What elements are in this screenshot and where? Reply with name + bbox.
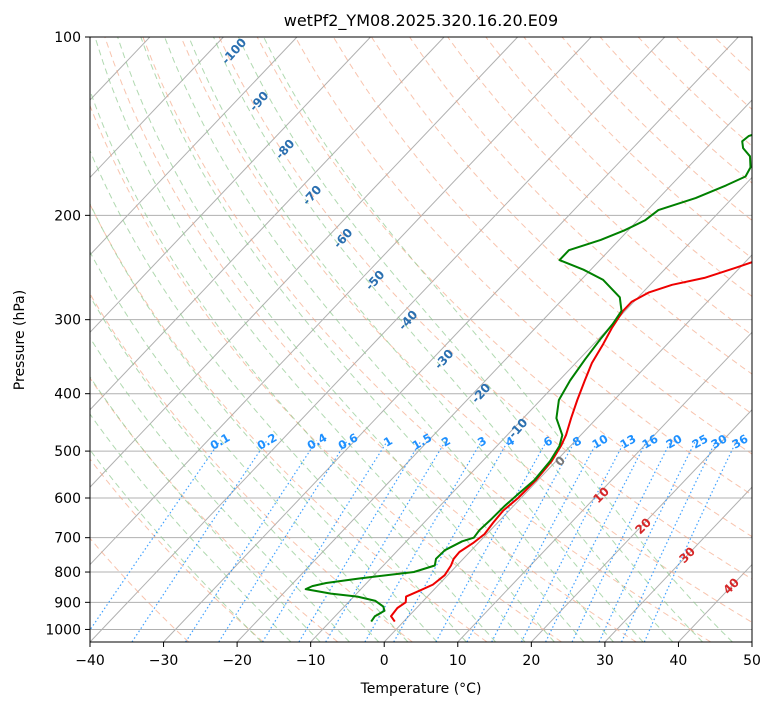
mixing-ratio-label: 20	[664, 431, 685, 451]
moist-adiabat-line	[117, 37, 555, 642]
moist-adiabat-line	[164, 37, 614, 642]
isotherm-line	[90, 37, 666, 642]
mixing-ratio-line	[131, 440, 268, 642]
mixing-ratio-label: 25	[690, 431, 711, 451]
dry-adiabat-line	[90, 458, 264, 642]
mixing-ratio-line	[466, 440, 576, 642]
moist-adiabat-line	[90, 202, 438, 642]
background-lines	[90, 37, 752, 642]
x-tick-label: 20	[522, 653, 540, 669]
moist-adiabat-line	[90, 413, 292, 642]
moist-adiabat-line	[188, 37, 644, 642]
isotherm-line	[383, 254, 752, 642]
moist-adiabat-line	[263, 37, 733, 642]
dry-adiabat-line	[485, 37, 752, 297]
isotherm-line	[90, 37, 298, 256]
x-tick-label: 50	[743, 653, 761, 669]
dry-adiabat-line	[90, 104, 562, 642]
y-tick-label: 800	[54, 565, 81, 581]
moist-adiabat-line	[90, 250, 409, 642]
y-tick-label: 100	[54, 30, 81, 46]
isotherm-line	[163, 37, 739, 642]
dry-adiabat-line	[447, 37, 752, 336]
moist-adiabat-line	[90, 336, 350, 642]
dewpoint-line	[304, 133, 752, 623]
y-tick-label: 1000	[45, 622, 81, 638]
mixing-ratio-line	[393, 440, 509, 642]
moist-adiabat-line	[213, 37, 674, 642]
isotherm-line	[530, 408, 752, 642]
mixing-ratio-line	[218, 440, 348, 642]
moist-adiabat-line	[94, 37, 526, 642]
dry-adiabat-line	[294, 37, 752, 496]
isotherm-line	[90, 37, 445, 411]
isotherm-line	[90, 37, 371, 334]
x-tick-label: 0	[380, 653, 389, 669]
dry-adiabat-line	[409, 37, 752, 375]
plot-frame	[89, 36, 753, 643]
x-axis-label: Temperature (°C)	[360, 681, 482, 697]
isotherm-line	[90, 37, 592, 566]
y-tick-label: 200	[54, 208, 81, 224]
mixing-ratio-line	[571, 440, 672, 642]
dry-adiabat-line	[104, 37, 637, 642]
mixing-ratio-label: 30	[709, 431, 730, 451]
moist-adiabat-line	[90, 375, 321, 642]
mixing-ratio-line	[545, 440, 648, 642]
moist-adiabat-line	[90, 449, 262, 642]
mixing-ratio-line	[261, 440, 389, 642]
mixing-ratio-line	[643, 440, 738, 642]
dry-adiabat-line	[371, 37, 752, 415]
chart-title: wetPf2_YM08.2025.320.16.20.E09	[284, 11, 558, 31]
mixing-ratio-line	[435, 440, 548, 642]
dry-adiabat-line	[256, 37, 752, 538]
x-tick-label: −30	[149, 653, 179, 669]
moist-adiabat-line	[90, 149, 467, 642]
x-tick-label: 40	[670, 653, 688, 669]
y-axis-label: Pressure (hPa)	[12, 290, 28, 390]
y-tick-label: 600	[54, 491, 81, 507]
isotherm-line	[90, 37, 224, 179]
x-tick-label: 10	[449, 653, 467, 669]
mixing-ratio-line	[325, 440, 447, 642]
mixing-ratio-label: 13	[618, 431, 639, 451]
sounding-lines	[304, 133, 752, 623]
moist-adiabat-line	[140, 37, 585, 642]
x-tick-label: −10	[296, 653, 326, 669]
isotherm-line	[236, 99, 752, 642]
dry-adiabat-line	[332, 37, 752, 455]
mixing-ratio-line	[364, 440, 483, 642]
moist-adiabat-line	[90, 295, 380, 642]
x-tick-label: −40	[75, 653, 105, 669]
mixing-ratio-line	[298, 440, 422, 642]
dry-adiabat-line	[90, 203, 488, 642]
moist-adiabat-line	[90, 89, 496, 642]
x-tick-label: 30	[596, 653, 614, 669]
y-tick-label: 900	[54, 595, 81, 611]
dry-adiabat-line	[90, 537, 190, 642]
isotherm-line	[604, 486, 752, 642]
dry-adiabat-line	[142, 37, 712, 642]
mixing-ratio-label: 16	[640, 431, 661, 451]
y-tick-label: 500	[54, 444, 81, 460]
isotherm-line	[457, 331, 752, 642]
y-tick-label: 700	[54, 531, 81, 547]
isotherm-line	[90, 37, 519, 488]
mixing-ratio-line	[185, 440, 318, 642]
x-tick-label: −20	[222, 653, 252, 669]
dry-adiabat-line	[90, 292, 413, 642]
y-tick-label: 300	[54, 313, 81, 329]
temperature-line	[390, 261, 752, 623]
moist-adiabat-line	[237, 37, 703, 642]
dry-adiabat-line	[218, 37, 752, 580]
y-tick-label: 400	[54, 387, 81, 403]
mixing-ratio-label: 10	[590, 431, 611, 451]
mixing-ratio-label: 36	[730, 431, 751, 451]
dry-adiabat-line	[180, 37, 752, 623]
